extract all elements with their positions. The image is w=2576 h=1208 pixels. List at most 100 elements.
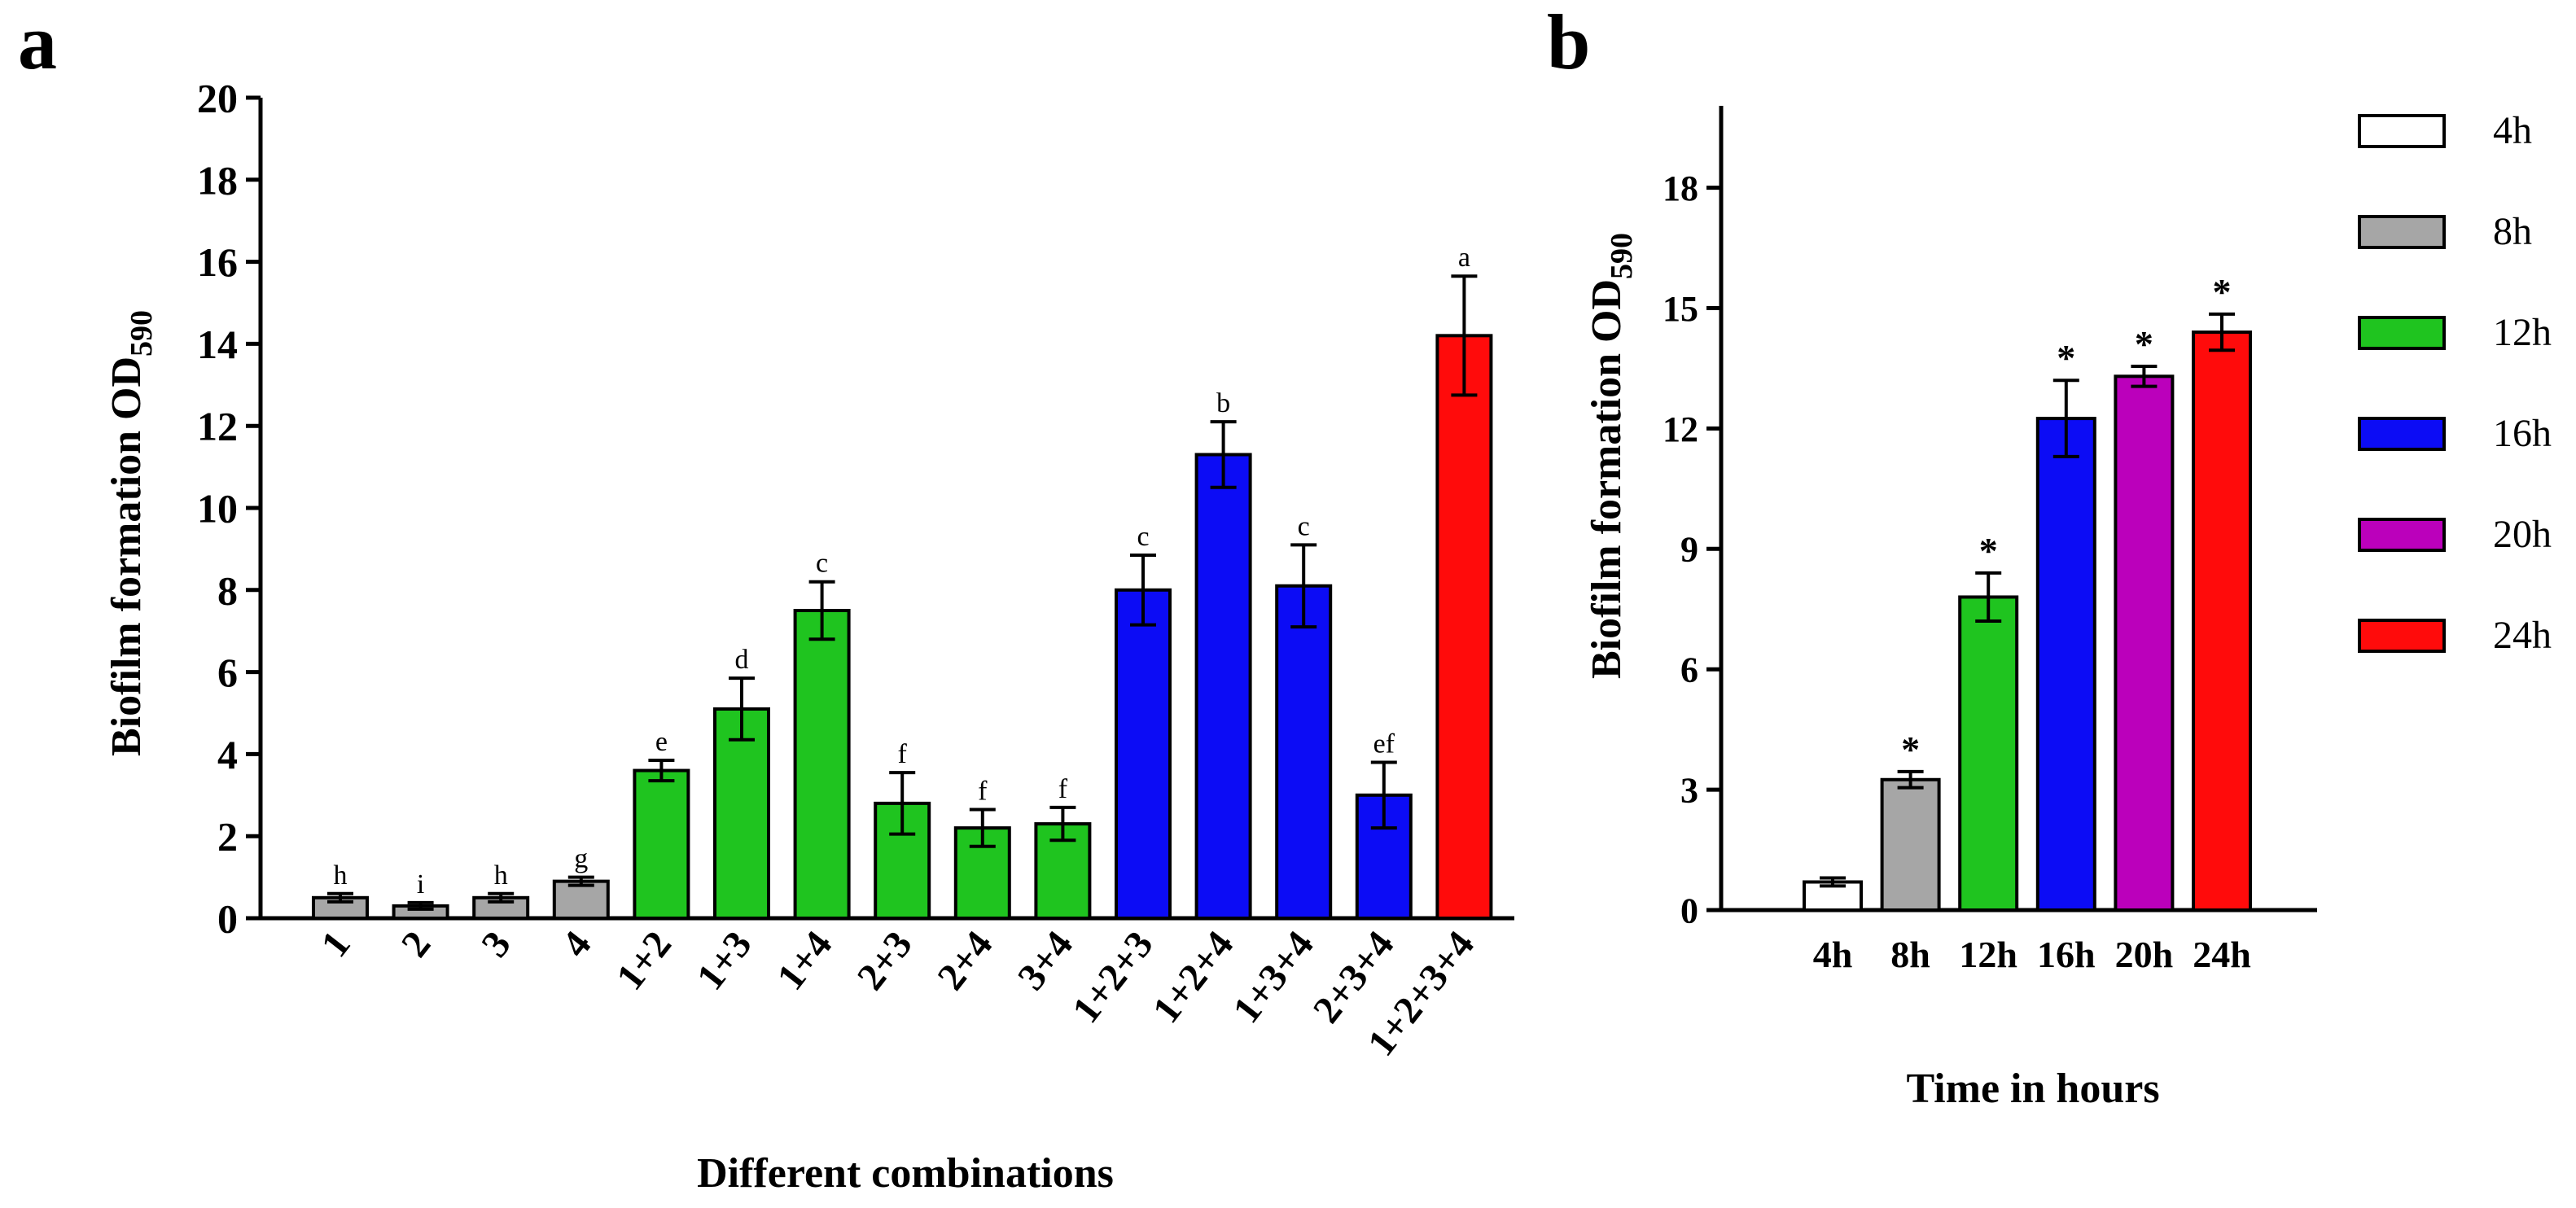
panel-a-bar-4 <box>552 879 610 921</box>
panel-a-significance-label-2p3p4: ef <box>1373 729 1395 759</box>
panel-a-x-tick-label-2: 2 <box>393 923 440 965</box>
panel-a-y-tick-label-16: 16 <box>197 239 238 285</box>
panel-a-y-tick-label-18: 18 <box>197 157 238 203</box>
panel-a-x-tick-label-1p4: 1+4 <box>769 923 840 998</box>
panel-a-letter: a <box>18 0 57 85</box>
legend-label-4h: 4h <box>2493 109 2532 152</box>
panel-a-y-axis-label: Biofilm formation OD590 <box>103 310 159 756</box>
panel-b-chart: b Biofilm formation OD590 Time in hours … <box>1547 0 2552 1112</box>
panel-a-significance-label-1p4: c <box>816 549 828 579</box>
panel-b-y-axis-label-subscript: 590 <box>1605 233 1639 279</box>
panel-a-y-tick-label-12: 12 <box>197 404 238 449</box>
panel-a-x-tick-label-3p4: 3+4 <box>1010 923 1081 998</box>
legend-swatch-16h <box>2358 417 2446 451</box>
legend-swatch-20h <box>2358 518 2446 552</box>
panel-b-y-tick-label-12: 12 <box>1663 409 1698 449</box>
panel-b-significance-label-24h: * <box>2213 271 2232 313</box>
panel-b-bar-12h <box>1958 595 2019 913</box>
panel-a-significance-label-1p2p3: c <box>1137 522 1149 552</box>
panel-a-bar-1p3 <box>713 707 770 921</box>
panel-b-x-axis-label: Time in hours <box>1906 1066 2159 1112</box>
panel-a-bars: h 1 i 2 h 3 g 4 e 1+2 d 1+3 c 1+4 f 2+3 f 2+4 f 3+4 c 1+2+3 b 1… <box>312 243 1493 1064</box>
panel-a-y-tick-label-0: 0 <box>217 896 238 942</box>
panel-b-letter: b <box>1547 0 1590 85</box>
panel-a-significance-label-1p3: d <box>735 645 749 675</box>
panel-a-significance-label-2p4: f <box>978 776 988 806</box>
panel-b-significance-label-16h: * <box>2057 337 2075 379</box>
panel-b-y-axis-label: Biofilm formation OD590 <box>1584 233 1639 679</box>
panel-b-significance-label-8h: * <box>1901 729 1920 770</box>
panel-b-y-tick-label-3: 3 <box>1680 771 1698 811</box>
panel-b-x-tick-label-8h: 8h <box>1890 934 1930 975</box>
panel-a-significance-label-3: h <box>494 860 508 891</box>
panel-a-axes: 0 2 4 6 8 10 12 14 16 18 20 <box>197 76 1514 942</box>
legend-label-24h: 24h <box>2493 614 2552 657</box>
panel-a-significance-label-1p3p4: c <box>1298 511 1310 541</box>
panel-a-bar-1p3p4 <box>1275 584 1333 920</box>
panel-a-bar-2p3 <box>874 801 931 920</box>
legend-swatch-4h <box>2358 114 2446 148</box>
panel-b-y-tick-label-15: 15 <box>1663 289 1698 329</box>
panel-b-significance-label-12h: * <box>1979 530 1998 571</box>
panel-b-significance-label-20h: * <box>2135 323 2153 365</box>
panel-a-x-tick-label-1p2p3: 1+2+3 <box>1064 923 1162 1031</box>
legend-swatch-8h <box>2358 215 2446 249</box>
panel-b-x-tick-label-20h: 20h <box>2115 934 2174 975</box>
panel-a-significance-label-3p4: f <box>1058 774 1068 804</box>
panel-a-y-tick-label-10: 10 <box>197 486 238 532</box>
legend-label-12h: 12h <box>2493 311 2552 354</box>
panel-b-y-axis-label-main: Biofilm formation OD <box>1584 279 1630 679</box>
panel-b-axes: 0 3 6 9 12 15 18 <box>1663 106 2317 930</box>
panel-a-significance-label-1p2: e <box>655 727 668 757</box>
panel-a-y-axis-label-main: Biofilm formation OD <box>103 357 150 756</box>
panel-b-x-tick-label-16h: 16h <box>2037 934 2096 975</box>
legend-swatch-12h <box>2358 316 2446 350</box>
legend-label-20h: 20h <box>2493 513 2552 556</box>
panel-a-y-tick-label-2: 2 <box>217 814 238 860</box>
panel-b-bar-24h <box>2192 330 2252 912</box>
panel-a-x-tick-label-2p3: 2+3 <box>849 923 921 998</box>
panel-a-x-tick-label-1p3p4: 1+3+4 <box>1224 923 1322 1031</box>
panel-a-bar-1p2 <box>633 768 690 920</box>
legend-label-16h: 16h <box>2493 412 2552 455</box>
panel-b-bar-20h <box>2114 374 2175 912</box>
panel-a-significance-label-1p2p3p4: a <box>1458 243 1470 273</box>
panel-b-x-tick-label-4h: 4h <box>1813 934 1853 975</box>
panel-a-y-tick-label-8: 8 <box>217 567 238 613</box>
panel-a-significance-label-1: h <box>334 860 348 891</box>
panel-a-x-tick-label-4: 4 <box>554 923 600 965</box>
panel-a-bar-1p4 <box>793 609 851 920</box>
panel-a-x-tick-label-1: 1 <box>313 923 359 965</box>
panel-b-x-tick-label-24h: 24h <box>2193 934 2251 975</box>
panel-b-y-tick-label-0: 0 <box>1680 891 1698 930</box>
panel-a-y-tick-label-14: 14 <box>197 322 238 367</box>
panel-a-y-tick-label-4: 4 <box>217 732 238 777</box>
panel-a-x-tick-label-1p2: 1+2 <box>608 923 680 998</box>
panel-a-significance-label-4: g <box>574 844 588 874</box>
panel-a-bar-1p2p3p4 <box>1435 334 1493 920</box>
legend-swatch-24h <box>2358 619 2446 653</box>
panel-b-bar-16h <box>2035 417 2096 912</box>
panel-a-x-axis-label: Different combinations <box>697 1150 1114 1197</box>
panel-a-x-tick-label-2p4: 2+4 <box>929 923 1001 998</box>
panel-b-y-tick-label-18: 18 <box>1663 169 1698 208</box>
panel-b-legend: 4h 8h 12h 16h 20h 24h <box>2358 109 2552 657</box>
panel-a-x-tick-label-3: 3 <box>473 923 519 965</box>
panel-a-significance-label-2p3: f <box>898 739 908 769</box>
panel-a-bar-1p2p3 <box>1115 588 1172 920</box>
legend-label-8h: 8h <box>2493 210 2532 253</box>
panel-a-significance-label-1p2p4: b <box>1216 388 1230 418</box>
panel-a-x-tick-label-1p3: 1+3 <box>689 923 760 998</box>
panel-b-y-tick-label-6: 6 <box>1680 650 1698 690</box>
panel-a-significance-label-2: i <box>417 869 424 899</box>
panel-a-y-tick-label-20: 20 <box>197 76 238 121</box>
panel-a-chart: a Biofilm formation OD590 Different comb… <box>18 0 1514 1197</box>
panel-a-bar-1p2p4 <box>1194 453 1252 920</box>
panel-b-bar-8h <box>1880 777 1941 913</box>
panel-b-bars: 4h * 8h * 12h * 16h * 20h * 24h <box>1803 271 2252 975</box>
panel-b-x-tick-label-12h: 12h <box>1959 934 2017 975</box>
panel-a-y-axis-label-subscript: 590 <box>125 310 159 357</box>
panel-a-y-tick-label-6: 6 <box>217 650 238 695</box>
panel-a-x-tick-label-1p2p4: 1+2+4 <box>1144 923 1242 1031</box>
